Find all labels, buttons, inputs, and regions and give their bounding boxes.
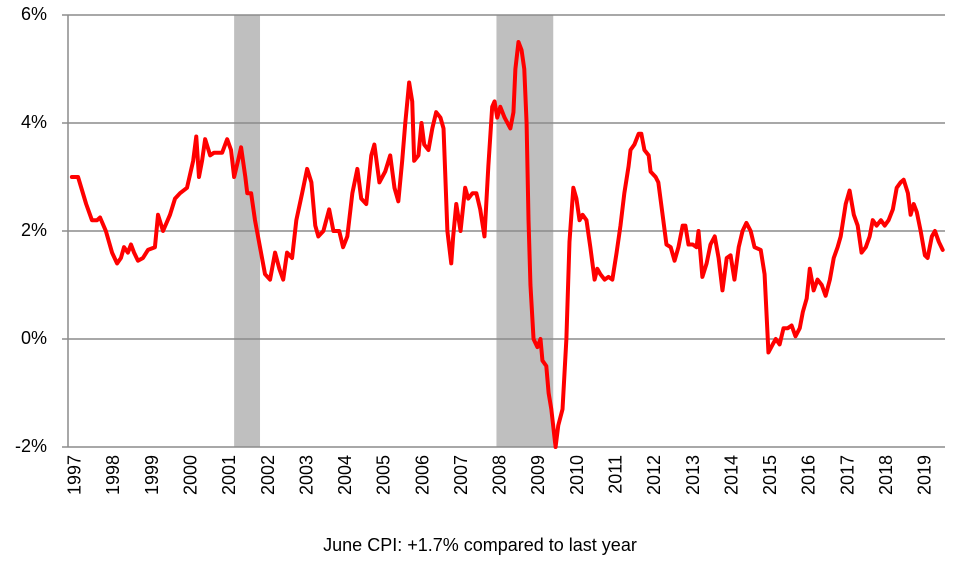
- x-tick-label: 2017: [837, 455, 857, 495]
- y-tick-label: 0%: [21, 328, 47, 348]
- x-tick-label: 2015: [760, 455, 780, 495]
- x-tick-label: 2007: [451, 455, 471, 495]
- x-tick-label: 2002: [258, 455, 278, 495]
- x-tick-label: 2009: [528, 455, 548, 495]
- x-tick-label: 2019: [915, 455, 935, 495]
- x-tick-label: 1999: [142, 455, 162, 495]
- x-tick-label: 2012: [644, 455, 664, 495]
- x-tick-label: 2005: [374, 455, 394, 495]
- x-tick-label: 1998: [103, 455, 123, 495]
- x-tick-label: 2004: [335, 455, 355, 495]
- x-tick-label: 2000: [181, 455, 201, 495]
- y-tick-label: 2%: [21, 220, 47, 240]
- x-tick-label: 2016: [799, 455, 819, 495]
- x-tick-label: 2018: [876, 455, 896, 495]
- x-tick-label: 2014: [721, 455, 741, 495]
- y-tick-label: 6%: [21, 4, 47, 24]
- x-tick-label: 2001: [219, 455, 239, 495]
- x-tick-label: 2006: [412, 455, 432, 495]
- x-tick-label: 2003: [296, 455, 316, 495]
- x-tick-label: 2011: [605, 455, 625, 494]
- x-tick-label: 2010: [567, 455, 587, 495]
- x-tick-label: 1997: [65, 455, 85, 495]
- series-line: [69, 40, 945, 449]
- y-tick-label: -2%: [15, 436, 47, 456]
- chart-caption: June CPI: +1.7% compared to last year: [323, 535, 637, 555]
- x-tick-label: 2013: [683, 455, 703, 495]
- y-tick-label: 4%: [21, 112, 47, 132]
- x-tick-label: 2008: [490, 455, 510, 495]
